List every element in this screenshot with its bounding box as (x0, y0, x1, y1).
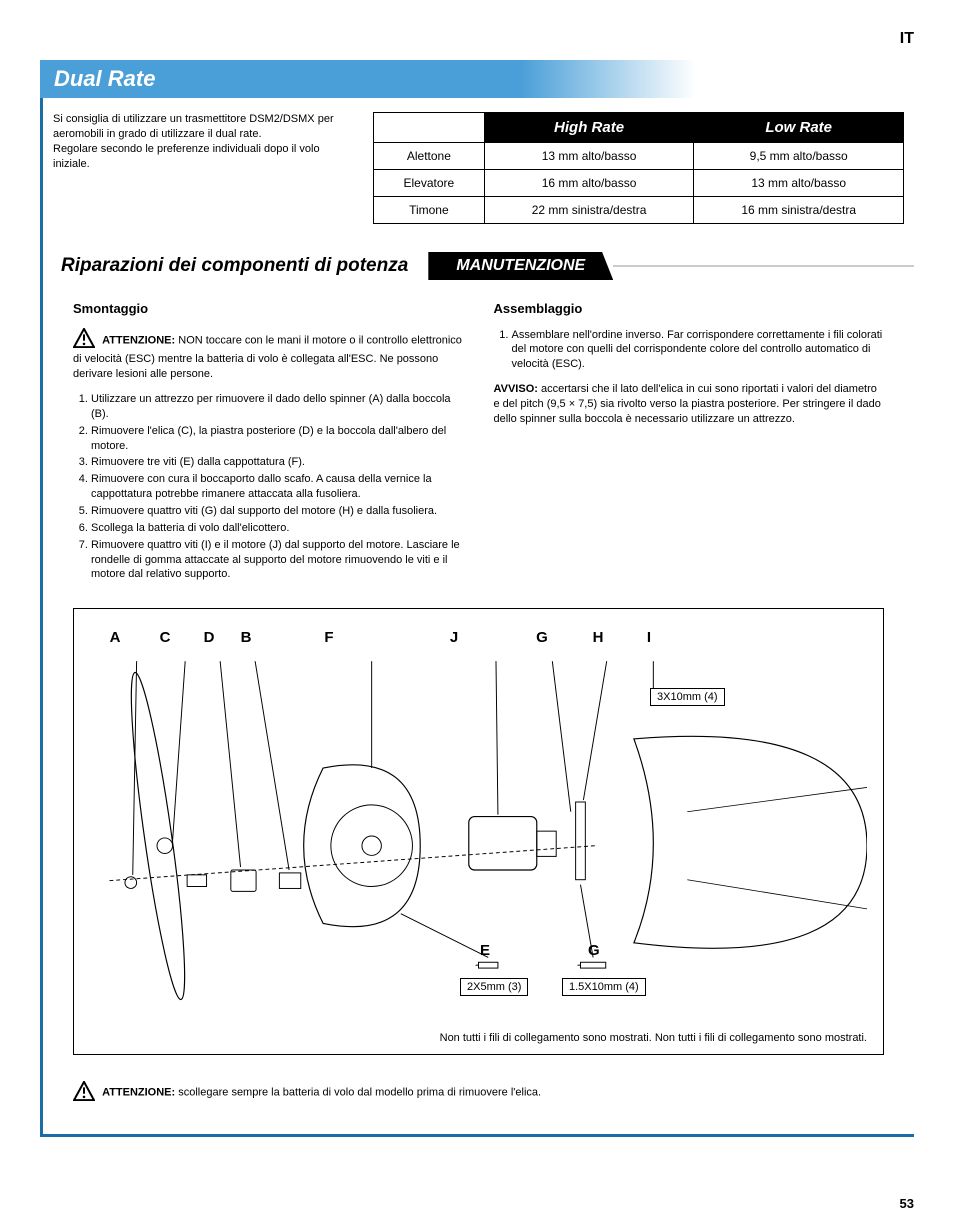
table-row: Elevatore 16 mm alto/basso 13 mm alto/ba… (374, 170, 904, 197)
list-item: Rimuovere l'elica (C), la piastra poster… (91, 424, 464, 454)
list-item: Rimuovere con cura il boccaporto dallo s… (91, 472, 464, 502)
table-header-low: Low Rate (694, 113, 904, 143)
list-item: Scollega la batteria di volo dall'elicot… (91, 521, 464, 536)
callout-i: 3X10mm (4) (650, 688, 725, 706)
list-item: Rimuovere quattro viti (I) e il motore (… (91, 538, 464, 583)
section-title-dual-rate: Dual Rate (40, 60, 914, 98)
diagram-svg: 3X10mm (4) E 2X5mm (3) G 1.5X10mm (4) (90, 646, 867, 1026)
list-item: Rimuovere tre viti (E) dalla cappottatur… (91, 455, 464, 470)
warning-label: ATTENZIONE: (102, 1087, 175, 1099)
diagram-note: Non tutti i fili di collegamento sono mo… (90, 1032, 867, 1044)
subsection-tag: MANUTENZIONE (428, 252, 613, 280)
disassembly-heading: Smontaggio (73, 300, 464, 318)
assembly-steps: Assemblare nell'ordine inverso. Far corr… (494, 328, 885, 373)
list-item: Utilizzare un attrezzo per rimuovere il … (91, 392, 464, 422)
page-frame: Dual Rate Si consiglia di utilizzare un … (40, 60, 914, 1137)
label-e: E (480, 942, 490, 959)
assembly-heading: Assemblaggio (494, 300, 885, 318)
warning-text: scollegare sempre la batteria di volo da… (175, 1087, 541, 1099)
notice-text: accertarsi che il lato dell'elica in cui… (494, 383, 881, 425)
bottom-warning: ATTENZIONE: scollegare sempre la batteri… (73, 1081, 914, 1104)
diagram-top-labels: A C D B F J G H I (90, 629, 867, 646)
callout-e: 2X5mm (3) (460, 978, 528, 996)
table-header-high: High Rate (484, 113, 694, 143)
list-item: Rimuovere quattro viti (G) dal supporto … (91, 504, 464, 519)
warning-icon (73, 328, 95, 353)
table-row: Alettone 13 mm alto/basso 9,5 mm alto/ba… (374, 143, 904, 170)
disassembly-steps: Utilizzare un attrezzo per rimuovere il … (73, 392, 464, 582)
subsection-header: Riparazioni dei componenti di potenza MA… (43, 252, 914, 280)
warning-label: ATTENZIONE: (102, 334, 175, 346)
column-assembly: Assemblaggio Assemblare nell'ordine inve… (494, 300, 885, 584)
label-g: G (588, 942, 600, 959)
notice-label: AVVISO: (494, 383, 538, 395)
callout-g: 1.5X10mm (4) (562, 978, 646, 996)
table-row: Timone 22 mm sinistra/destra 16 mm sinis… (374, 197, 904, 224)
subsection-title: Riparazioni dei componenti di potenza (43, 255, 428, 277)
language-indicator: IT (900, 30, 914, 48)
rate-table: High Rate Low Rate Alettone 13 mm alto/b… (373, 112, 904, 224)
warning-icon (73, 1081, 95, 1104)
list-item: Assemblare nell'ordine inverso. Far corr… (512, 328, 885, 373)
column-disassembly: Smontaggio ATTENZIONE: NON toccare con l… (73, 300, 464, 584)
page-number: 53 (900, 1196, 914, 1211)
exploded-diagram: A C D B F J G H I (73, 608, 884, 1055)
header-line (613, 265, 914, 267)
table-header-blank (374, 113, 485, 143)
intro-text: Si consiglia di utilizzare un trasmettit… (53, 112, 353, 224)
